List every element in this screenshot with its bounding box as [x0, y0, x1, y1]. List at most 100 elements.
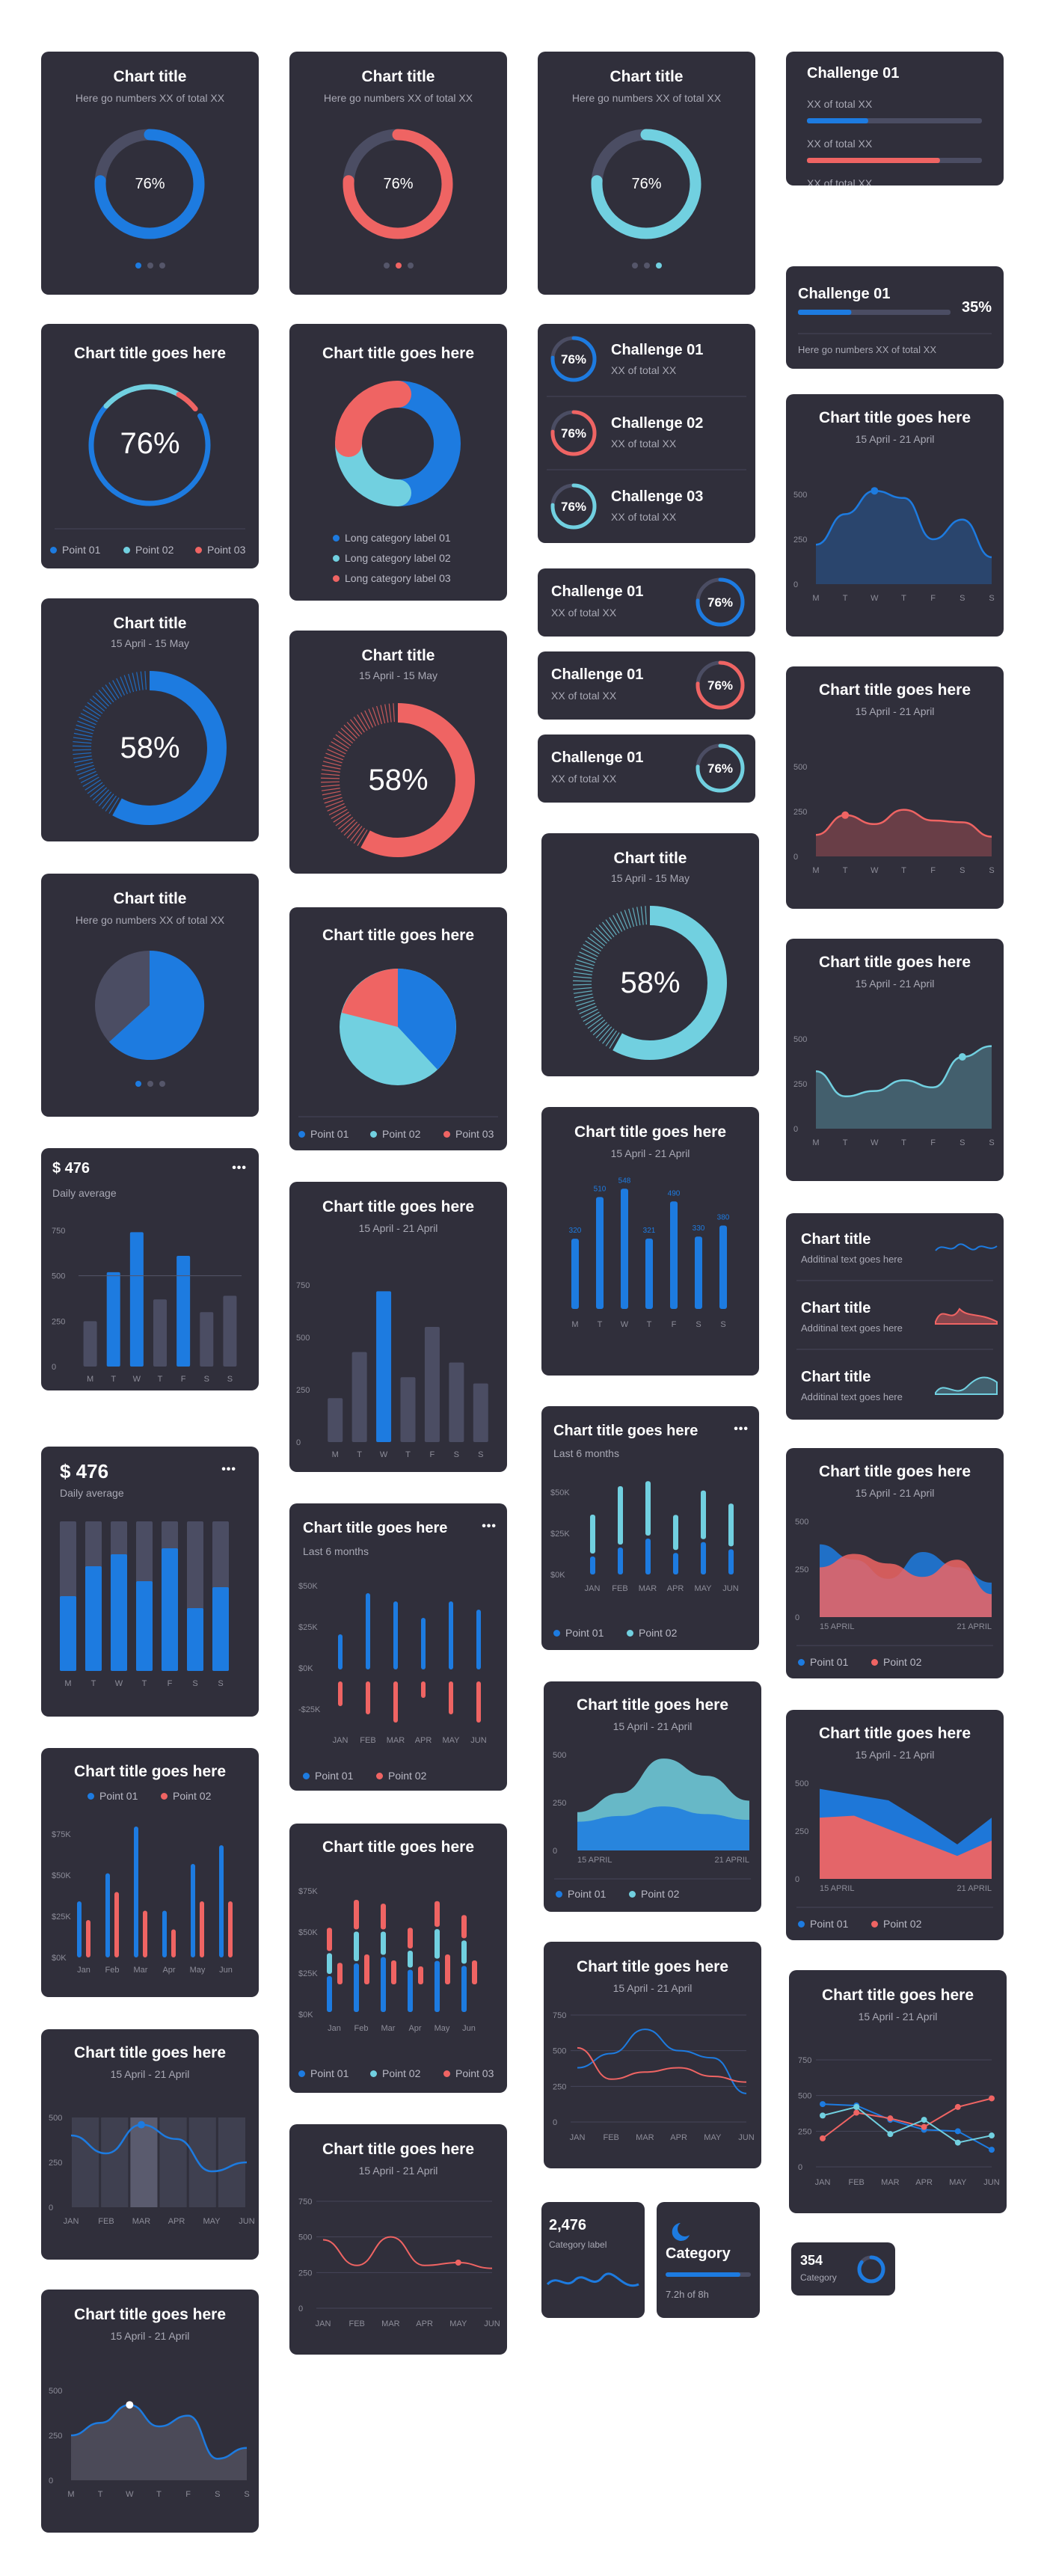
data-label: 320: [569, 1227, 582, 1235]
donut-value: 76%: [135, 176, 165, 192]
card-subtitle: Here go numbers XX of total XX: [75, 914, 225, 926]
x-tick-label: Mar: [381, 2024, 396, 2033]
area-series: [577, 1806, 749, 1850]
x-tick-label: S: [960, 1138, 965, 1147]
pager-dots[interactable]: [289, 263, 507, 269]
radial-tick: [583, 944, 600, 954]
radial-tick: [331, 741, 348, 752]
card-title: Chart title goes here: [322, 2141, 475, 2158]
data-point: [989, 2095, 995, 2102]
challenge-title: Challenge 03: [611, 488, 704, 505]
legend-item: Point 01: [553, 1627, 604, 1639]
bar-card-titled: 0 250 500 750 M T W T F S S Chart title goes here …: [289, 1182, 507, 1472]
x-tick-label: FEB: [612, 1584, 627, 1593]
pager-dots[interactable]: [538, 263, 755, 269]
y-tick-label: 0: [52, 1363, 56, 1372]
card-subtitle: Here go numbers XX of total XX: [571, 92, 722, 104]
area-fill: [71, 2405, 247, 2480]
y-tick-label: 0: [49, 2204, 53, 2212]
area-series: [820, 1554, 992, 1617]
more-icon[interactable]: •••: [482, 1520, 497, 1533]
x-tick-label: F: [930, 594, 936, 603]
more-icon[interactable]: •••: [232, 1162, 247, 1174]
category-mini-card: Category 7.2h of 8h: [657, 2202, 760, 2318]
radial-tick: [333, 737, 349, 749]
bar: [391, 1960, 396, 1984]
legend-item: Point 02: [629, 1888, 679, 1900]
card-subtitle: Here go numbers XX of total XX: [798, 344, 936, 355]
bar: [701, 1490, 706, 1539]
card-title: Chart title: [610, 68, 684, 85]
data-point: [853, 2109, 860, 2116]
data-point: [958, 1053, 966, 1061]
line-series: [577, 2028, 747, 2094]
donut-chart: [335, 381, 461, 506]
x-tick-label: T: [91, 1679, 96, 1688]
y-tick-label: $50K: [298, 1582, 318, 1591]
radial-tick: [73, 740, 92, 744]
y-tick-label: 250: [296, 1386, 310, 1395]
radial-tick: [589, 933, 606, 947]
radial-tick: [380, 705, 386, 724]
radial-tick: [573, 975, 592, 979]
x-tick-label: JAN: [64, 2217, 79, 2226]
radial-tick: [322, 761, 342, 767]
more-icon[interactable]: •••: [221, 1463, 236, 1476]
column-band: [188, 2117, 216, 2207]
bar: [618, 1486, 623, 1545]
area-multi-card: 0 250 500 15 APRIL 21 APRIL Chart title goes…: [786, 1448, 1004, 1678]
y-tick-label: $50K: [52, 1871, 71, 1880]
x-tick-label: S: [227, 1375, 233, 1384]
y-tick-label: 0: [298, 2304, 303, 2313]
x-tick-label: F: [181, 1375, 186, 1384]
x-tick-label: T: [647, 1320, 652, 1329]
line-series: [822, 2103, 992, 2150]
bar-segment: [354, 1963, 359, 2012]
bar: [228, 1901, 233, 1957]
radial-tick: [73, 737, 92, 740]
radial-tick: [95, 789, 109, 804]
radial-tick: [105, 795, 117, 812]
card-subtitle: Last 6 months: [303, 1545, 369, 1557]
line-series: [822, 2106, 992, 2144]
bar-segment: [408, 1951, 413, 1968]
radial-tick: [598, 1026, 612, 1041]
bar: [85, 1566, 102, 1671]
area-card-cyan: 0 250 500 M T W T F S S Chart title goes here 15 …: [786, 939, 1004, 1181]
x-tick-label: JUN: [983, 2178, 999, 2187]
more-icon[interactable]: •••: [734, 1423, 749, 1435]
x-tick-label: MAR: [387, 1736, 405, 1745]
pager-dots[interactable]: [41, 263, 259, 269]
challenge-sub: XX of total XX: [551, 690, 617, 702]
bar: [476, 1681, 481, 1723]
area-fill: [816, 491, 992, 584]
donut-chart: [343, 129, 453, 239]
radial-tick: [325, 800, 344, 808]
bar: [571, 1239, 579, 1309]
bar: [449, 1601, 453, 1669]
data-point: [954, 2103, 961, 2110]
ring-value: 76%: [560, 500, 587, 514]
x-tick-label: M: [812, 866, 819, 875]
challenge-title: Challenge 01: [551, 666, 644, 683]
radial-tick: [346, 722, 360, 737]
card-title: Chart title goes here: [73, 345, 227, 362]
data-point: [841, 811, 850, 819]
line-series: [322, 2236, 493, 2269]
bar: [621, 1189, 628, 1309]
bar: [136, 1581, 153, 1671]
x-tick-label: Apr: [162, 1966, 175, 1975]
pager-dots[interactable]: [41, 1081, 259, 1087]
radial-tick: [73, 755, 92, 759]
radial-value: 58%: [620, 966, 681, 999]
x-tick-label: 15 APRIL: [577, 1856, 612, 1865]
x-tick-label: S: [215, 2490, 220, 2499]
card-title: Chart title goes here: [821, 1987, 974, 2004]
row-title: Chart title: [801, 1369, 871, 1385]
legend-item: Long category label 01: [333, 532, 451, 544]
card-title: Chart title goes here: [73, 2306, 227, 2323]
bar: [449, 1681, 453, 1714]
legend-item: Point 02: [376, 1770, 426, 1782]
radial-tick: [73, 749, 92, 751]
